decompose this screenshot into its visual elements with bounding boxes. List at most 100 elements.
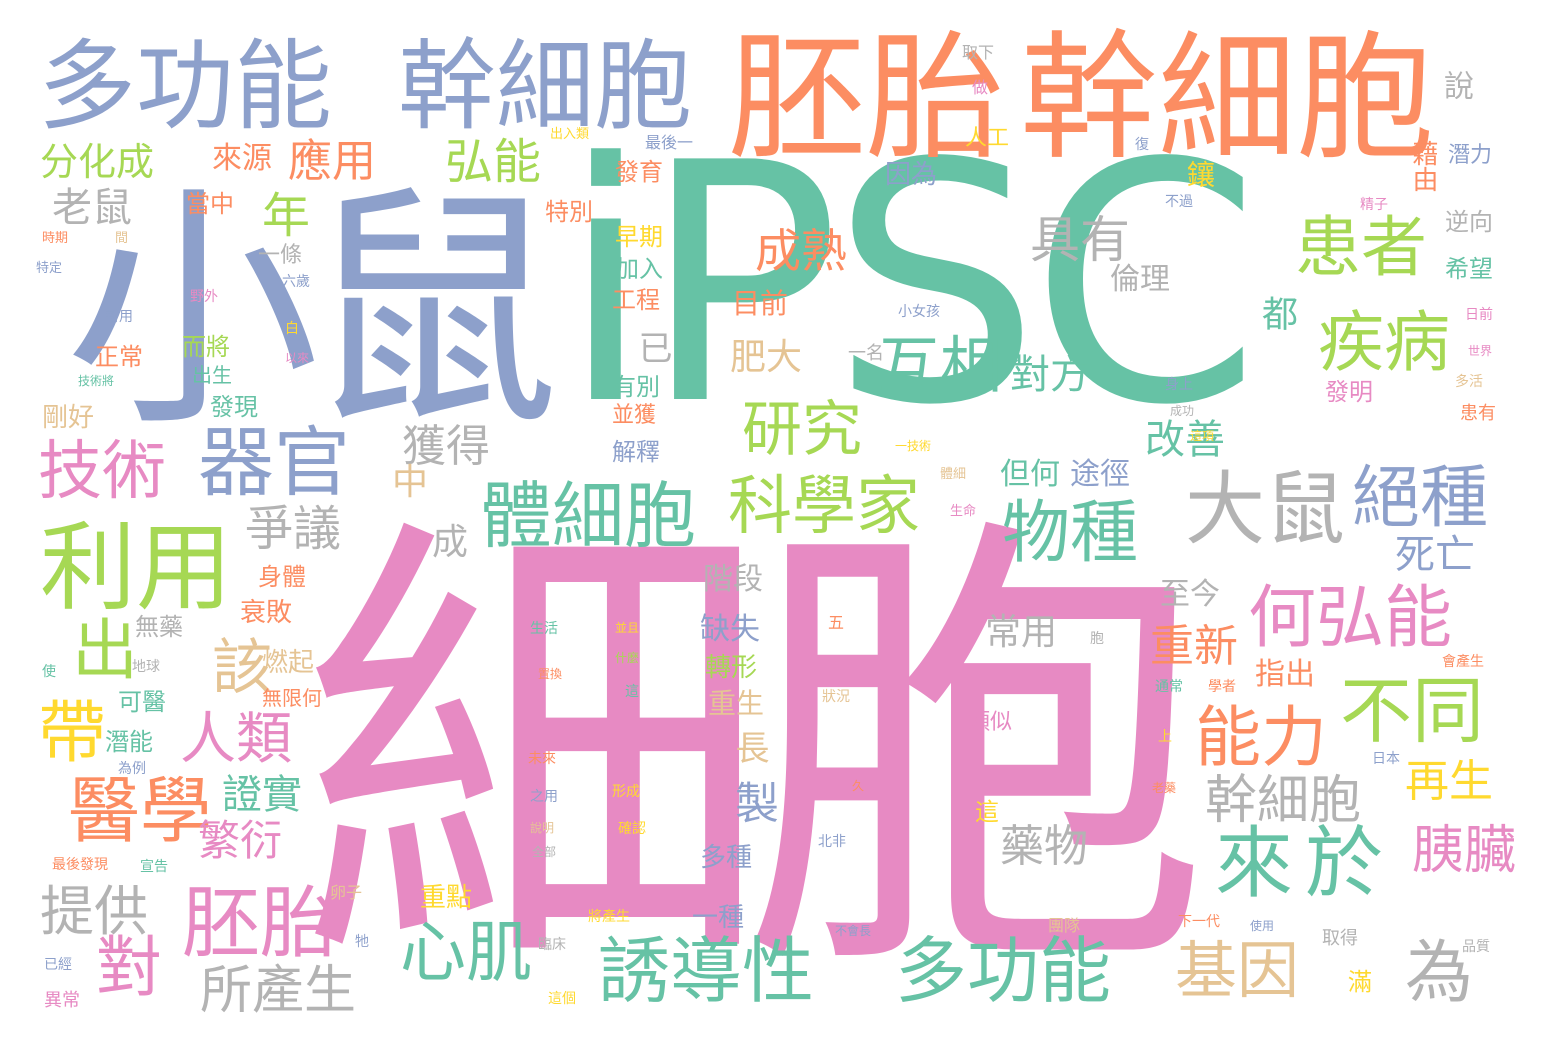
- word-wu: 五: [828, 613, 845, 632]
- word-jingzi: 精子: [1360, 197, 1388, 213]
- word-fanzhi: 繁衍: [198, 816, 283, 865]
- word-yewai: 野外: [190, 289, 218, 305]
- word-shiyong: 使用: [1250, 919, 1275, 933]
- word-faxian: 發現: [210, 393, 258, 421]
- word-man: 滿: [1348, 968, 1372, 996]
- word-yitiao: 一條: [258, 243, 303, 268]
- word-xiang: 鑲: [1183, 160, 1216, 188]
- word-tebie: 特別: [545, 198, 593, 226]
- word-peitai-top: 胚胎: [728, 18, 1005, 179]
- word-zhuangkuang: 狀況: [822, 689, 850, 705]
- word-fayu: 發育: [615, 158, 663, 186]
- word-shi: 使: [42, 664, 56, 680]
- word-jishu: 技術: [38, 435, 166, 509]
- word-xiaonvhai: 小女孩: [898, 304, 940, 320]
- word-wei: 為: [1405, 934, 1474, 1013]
- word-tuandui: 團隊: [1048, 916, 1081, 935]
- word-wuzhong: 物種: [1002, 494, 1139, 573]
- word-qiguan: 器官: [198, 418, 350, 507]
- word-sibuwang: 死亡: [1395, 532, 1475, 578]
- word-erjiang: 而將: [182, 333, 230, 361]
- word-qianneng: 潛能: [105, 728, 153, 756]
- word-yingyong: 應用: [288, 136, 376, 187]
- word-renlei: 人類: [180, 707, 292, 772]
- word-yixue: 醫學: [68, 769, 213, 853]
- word-quxia: 取下: [962, 43, 995, 62]
- word-rinan: 日前: [1465, 307, 1493, 323]
- word-jiyin: 基因: [1175, 934, 1300, 1007]
- word-zuihouyi: 最後一: [645, 133, 694, 152]
- word-chongsheng: 重生: [708, 687, 765, 720]
- word-zhichu: 指出: [1255, 657, 1315, 692]
- word-ganxibao-top: 幹細胞: [1020, 18, 1435, 179]
- word-huanzhe: 患者: [1295, 209, 1427, 286]
- word-feida: 肥大: [730, 337, 803, 378]
- word-binghuo: 並獲: [612, 403, 657, 428]
- word-zhezhe: 這: [975, 798, 999, 826]
- word-yidai: 胰臟: [1412, 821, 1517, 881]
- word-nengli: 能力: [1195, 699, 1327, 776]
- word-youbie: 有別: [612, 373, 660, 401]
- word-shuo: 說: [1438, 70, 1473, 100]
- word-danhe: 但何: [1000, 457, 1060, 492]
- word-qude: 取得: [1322, 928, 1358, 949]
- word-zhuanxing: 轉形: [705, 653, 758, 683]
- word-xuezhe: 學者: [1208, 679, 1236, 695]
- word-chongxin: 重新: [1150, 621, 1238, 672]
- word-yaowu: 藥物: [1000, 821, 1088, 872]
- word-zhiyong: 之用: [530, 789, 558, 805]
- word-chengshu: 成熟: [755, 224, 847, 278]
- word-xiwang: 希望: [1445, 255, 1493, 283]
- word-zhe: 這: [625, 684, 639, 700]
- word-jishujiang: 技術將: [78, 374, 115, 388]
- word-jiangchansheng: 將產生: [588, 909, 630, 925]
- word-lai: 來: [1215, 819, 1294, 909]
- word-yizhong: 一種: [692, 903, 745, 933]
- word-bai: 白: [285, 321, 299, 337]
- word-shuaibai: 衰敗: [240, 598, 293, 628]
- word-chusheng: 出生: [192, 363, 232, 387]
- word-diqiu: 地球: [132, 659, 160, 675]
- word-mubiao: 目前: [732, 287, 789, 320]
- word-tixibao: 體細胞: [480, 474, 697, 558]
- word-zuo: 做: [972, 78, 989, 97]
- word-jieyou: 藉由: [1408, 140, 1438, 192]
- word-yijing: 已經: [44, 957, 72, 973]
- word-pinzhi: 品質: [1462, 939, 1490, 955]
- word-wuyao: 無藥: [135, 613, 183, 641]
- word-ganxibao-mid: 幹細胞: [1205, 771, 1362, 831]
- word-yu: 於: [1305, 819, 1384, 909]
- word-zhijin: 至今: [1160, 577, 1220, 612]
- word-nixiang: 逆向: [1445, 208, 1493, 236]
- word-zhege: 這個: [548, 991, 576, 1007]
- word-shenshang: 身上: [1165, 377, 1193, 393]
- word-huxiang: 互相: [878, 329, 1003, 402]
- word-huichansheng: 會產生: [1442, 654, 1484, 670]
- word-yijishu: 一技術: [895, 439, 932, 453]
- word-shenghuo: 生活: [530, 621, 558, 637]
- word-zhengyi: 爭議: [245, 501, 342, 557]
- word-zhong: 中: [392, 462, 429, 503]
- word-kexuejia: 科學家: [728, 470, 920, 544]
- word-xiayidai: 下一代: [1178, 914, 1220, 930]
- word-linchuang: 臨床: [538, 937, 566, 953]
- word-chu: 出: [72, 612, 138, 689]
- word-yi: 已: [632, 330, 672, 364]
- word-shijian: 時期: [42, 231, 69, 246]
- word-suochansheng: 所產生: [200, 961, 357, 1021]
- word-tujing: 途徑: [1070, 457, 1130, 492]
- word-zaisheng: 再生: [1405, 756, 1493, 807]
- word-tigong: 提供: [40, 880, 148, 943]
- word-dashu: 大鼠: [1185, 463, 1345, 556]
- word-youdaoxing: 誘導性: [598, 929, 815, 1013]
- word-duozhong: 多種: [700, 843, 753, 873]
- word-rengong: 人工: [965, 126, 1010, 151]
- word-churen: 出入類: [550, 127, 590, 142]
- word-hehongneng: 何弘能: [1248, 579, 1453, 658]
- word-faming: 發明: [1325, 378, 1373, 406]
- word-xuangao: 宣告: [140, 859, 168, 875]
- word-shang: 上: [1158, 729, 1172, 745]
- word-luanzi: 卵子: [330, 883, 363, 902]
- word-mu: 牠: [355, 934, 369, 950]
- word-shenme: 什麼: [615, 651, 640, 665]
